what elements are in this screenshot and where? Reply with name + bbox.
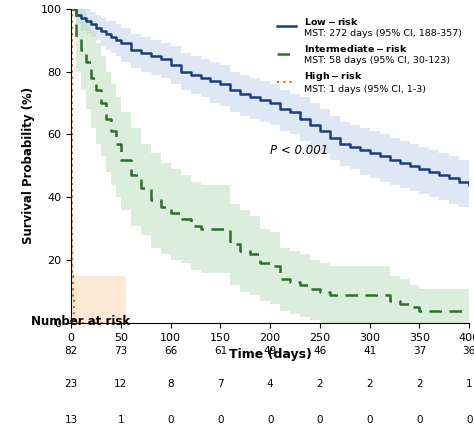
Text: P < 0.001: P < 0.001 bbox=[270, 144, 328, 157]
Text: 82: 82 bbox=[64, 346, 78, 356]
Y-axis label: Survival Probability (%): Survival Probability (%) bbox=[22, 87, 35, 245]
Text: 0: 0 bbox=[267, 415, 273, 425]
Text: 0: 0 bbox=[466, 415, 473, 425]
Text: 23: 23 bbox=[64, 379, 78, 389]
Text: 66: 66 bbox=[164, 346, 177, 356]
Text: 61: 61 bbox=[214, 346, 227, 356]
Text: 73: 73 bbox=[114, 346, 128, 356]
Text: 1: 1 bbox=[118, 415, 124, 425]
Text: 0: 0 bbox=[366, 415, 373, 425]
Text: 4: 4 bbox=[267, 379, 273, 389]
Text: 0: 0 bbox=[416, 415, 423, 425]
Text: 7: 7 bbox=[217, 379, 224, 389]
Text: 12: 12 bbox=[114, 379, 128, 389]
Text: 0: 0 bbox=[317, 415, 323, 425]
Text: 41: 41 bbox=[363, 346, 376, 356]
Text: 46: 46 bbox=[313, 346, 327, 356]
Text: Time (days): Time (days) bbox=[229, 348, 311, 361]
Text: 2: 2 bbox=[416, 379, 423, 389]
Text: Number at risk: Number at risk bbox=[31, 316, 130, 328]
Text: 49: 49 bbox=[264, 346, 277, 356]
Text: 0: 0 bbox=[217, 415, 224, 425]
Text: 1: 1 bbox=[466, 379, 473, 389]
Text: 37: 37 bbox=[413, 346, 426, 356]
Text: 2: 2 bbox=[366, 379, 373, 389]
Text: 8: 8 bbox=[167, 379, 174, 389]
Text: 2: 2 bbox=[317, 379, 323, 389]
Text: 0: 0 bbox=[167, 415, 174, 425]
Legend: $\mathbf{Low-risk}$
MST: 272 days (95% CI, 188-357), $\mathbf{Intermediate-risk}: $\mathbf{Low-risk}$ MST: 272 days (95% C… bbox=[274, 14, 465, 97]
Text: 36: 36 bbox=[463, 346, 474, 356]
Text: 13: 13 bbox=[64, 415, 78, 425]
